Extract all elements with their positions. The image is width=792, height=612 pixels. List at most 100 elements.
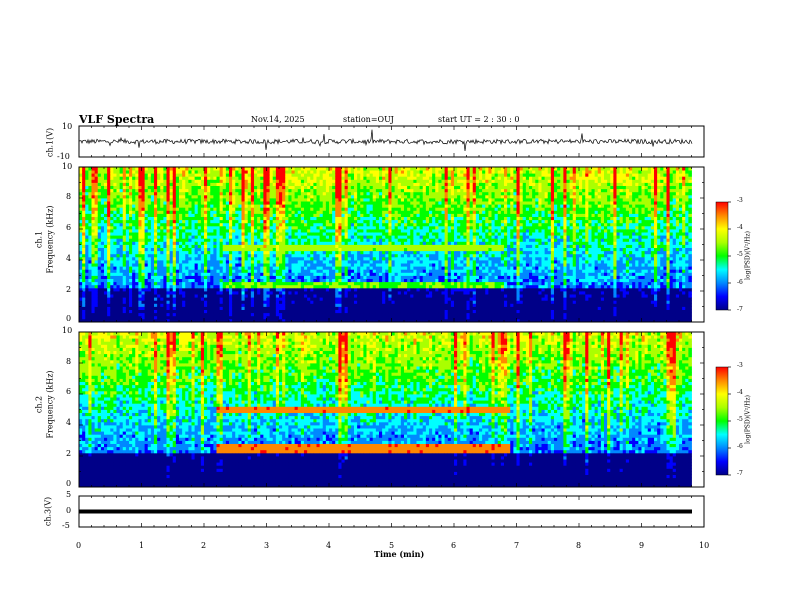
spec-cell (169, 291, 174, 295)
spec-cell (147, 241, 152, 245)
spec-cell (332, 275, 336, 279)
spec-cell (369, 222, 374, 227)
spec-cell (135, 167, 139, 171)
spec-cell (91, 312, 96, 317)
spec-cell (147, 284, 152, 289)
spec-cell (360, 201, 364, 205)
spec-cell (88, 247, 92, 252)
spec-cell (204, 247, 208, 252)
spec-cell (157, 284, 161, 289)
spec-cell (322, 201, 327, 205)
spec-cell (316, 287, 321, 292)
spec-cell (257, 213, 261, 217)
spec-cell (341, 275, 346, 279)
spec-cell (238, 278, 242, 283)
spec-cell (147, 300, 152, 304)
spec-cell (219, 284, 224, 289)
spec-cell (225, 309, 230, 314)
spec-cell (91, 201, 96, 205)
spec-cell (225, 253, 230, 258)
spec-cell (294, 201, 299, 205)
spec-cell (200, 300, 205, 304)
spec-cell (263, 300, 267, 304)
spec-cell (347, 176, 352, 180)
spec-cell (250, 253, 255, 258)
spec-cell (113, 287, 117, 292)
spec-cell (207, 253, 211, 258)
spec-cell (135, 291, 139, 295)
spec-cell (85, 238, 89, 242)
spec-cell (129, 247, 133, 252)
spec-cell (94, 253, 99, 258)
spec-cell (175, 315, 180, 320)
spec-cell (213, 198, 217, 202)
spec-cell (104, 167, 108, 171)
spec-cell (229, 191, 233, 196)
spec-cell (119, 244, 124, 248)
spec-cell (235, 263, 239, 267)
spec-cell (375, 318, 380, 322)
spec-cell (175, 229, 180, 233)
spec-cell (363, 263, 367, 267)
spec-cell (138, 300, 142, 304)
spec-cell (210, 216, 214, 221)
spec-cell (319, 278, 324, 283)
spec-cell (266, 176, 271, 180)
spec-cell (322, 241, 327, 245)
spec-cell (207, 269, 211, 273)
spec-cell (288, 176, 292, 180)
spec-cell (229, 312, 233, 317)
spec-cell (244, 194, 249, 199)
spec-cell (188, 253, 192, 258)
spec-cell (94, 201, 99, 205)
spec-cell (250, 185, 255, 190)
spec-cell (366, 281, 371, 286)
spec-cell (188, 297, 192, 301)
spec-cell (354, 244, 358, 248)
spec-cell (291, 315, 296, 320)
spec-cell (338, 207, 342, 211)
spec-cell (335, 229, 339, 233)
spec-cell (194, 210, 199, 214)
spec-cell (125, 263, 130, 267)
spec-cell (219, 194, 224, 199)
spec-cell (125, 222, 130, 227)
spec-cell (182, 201, 186, 205)
spec-cell (163, 188, 167, 193)
spec-cell (360, 318, 364, 322)
spec-cell (341, 225, 346, 230)
spec-cell (119, 188, 124, 193)
spec-cell (144, 315, 149, 320)
spec-cell (113, 263, 117, 267)
spec-cell (175, 253, 180, 258)
spec-cell (188, 244, 192, 248)
spec-cell (310, 198, 314, 202)
spec-cell (154, 204, 158, 208)
spec-cell (316, 191, 321, 196)
spec-cell (266, 263, 271, 267)
spec-cell (210, 284, 214, 289)
spec-cell (269, 287, 274, 292)
spec-cell (257, 204, 261, 208)
spec-cell (307, 284, 311, 289)
spec-cell (207, 294, 211, 298)
spec-cell (147, 272, 152, 276)
spec-cell (335, 272, 339, 276)
spec-cell (372, 250, 377, 255)
spec-cell (357, 250, 361, 255)
spec-cell (232, 216, 236, 221)
spec-cell (166, 179, 171, 183)
spec-cell (250, 297, 255, 301)
spec-cell (191, 198, 196, 202)
spec-cell (141, 309, 146, 314)
spec-cell (107, 297, 111, 301)
spec-cell (297, 312, 302, 317)
spec-cell (344, 229, 349, 233)
spec-cell (275, 179, 280, 183)
spec-cell (279, 173, 283, 177)
spec-cell (300, 266, 305, 270)
spec-cell (185, 281, 189, 286)
spec-cell (82, 287, 86, 292)
spec-cell (263, 235, 267, 239)
spec-cell (341, 318, 346, 322)
